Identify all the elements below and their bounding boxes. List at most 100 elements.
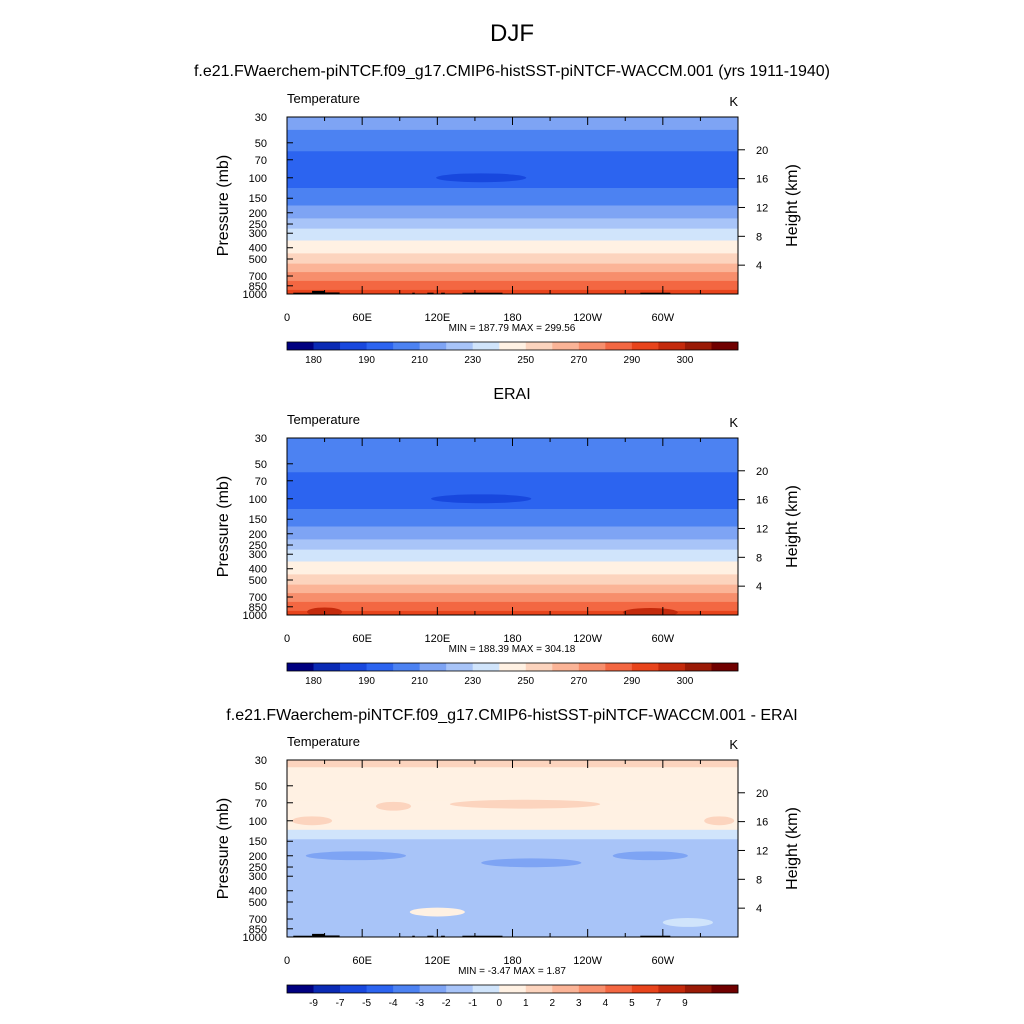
colorbar-swatch bbox=[287, 342, 314, 350]
field-title: Temperature bbox=[287, 412, 360, 427]
x-tick-label: 120W bbox=[573, 312, 602, 324]
colorbar-swatch bbox=[552, 342, 580, 350]
colorbar-swatch bbox=[684, 663, 712, 671]
y2-tick-label: 4 bbox=[756, 903, 762, 915]
colorbar-label: 190 bbox=[358, 355, 375, 366]
y-tick-label: 500 bbox=[249, 897, 267, 909]
colorbar-swatch bbox=[446, 663, 474, 671]
colorbar-label: -5 bbox=[362, 998, 371, 1009]
y-tick-label: 30 bbox=[255, 755, 267, 767]
y-tick-label: 1000 bbox=[243, 289, 267, 301]
y-tick-label: 200 bbox=[249, 208, 267, 220]
colorbar-frame bbox=[286, 984, 739, 994]
colorbar-frame bbox=[286, 341, 739, 351]
colorbar-swatch bbox=[578, 342, 606, 350]
colorbar-label: 270 bbox=[570, 676, 587, 687]
y-tick-label: 250 bbox=[249, 219, 267, 231]
contour-band bbox=[287, 549, 738, 563]
x-tick-label: 120E bbox=[424, 955, 450, 967]
colorbar-label: 250 bbox=[517, 355, 534, 366]
y2-tick-label: 8 bbox=[756, 874, 762, 886]
colorbar-swatch bbox=[472, 342, 500, 350]
y-tick-label: 300 bbox=[249, 228, 267, 240]
x-tick-label: 180 bbox=[503, 633, 521, 645]
contour-band bbox=[287, 129, 738, 152]
y-tick-label: 250 bbox=[249, 862, 267, 874]
topography-mask bbox=[640, 935, 671, 937]
y-tick-label: 30 bbox=[255, 112, 267, 124]
colorbar-swatch bbox=[658, 663, 686, 671]
colorbar-label: -9 bbox=[309, 998, 318, 1009]
contour-band bbox=[287, 910, 738, 929]
colorbar-swatch bbox=[393, 342, 421, 350]
y2-tick-label: 12 bbox=[756, 845, 768, 857]
contour-feature bbox=[612, 851, 688, 861]
colorbar-label: 290 bbox=[624, 676, 641, 687]
x-tick-label: 120E bbox=[424, 633, 450, 645]
topography-mask bbox=[324, 935, 340, 937]
colorbar-swatch bbox=[631, 663, 659, 671]
colorbar-swatch bbox=[525, 663, 553, 671]
colorbar-label: 4 bbox=[603, 998, 609, 1009]
colorbar-label: 290 bbox=[624, 355, 641, 366]
topography-mask bbox=[312, 290, 325, 294]
colorbar-label: 0 bbox=[496, 998, 502, 1009]
y-axis-title: Pressure (mb) bbox=[215, 155, 232, 256]
contour-band bbox=[287, 593, 738, 603]
colorbar-swatch bbox=[472, 663, 500, 671]
y-tick-label: 250 bbox=[249, 540, 267, 552]
contour-feature bbox=[704, 816, 735, 826]
y-tick-label: 150 bbox=[249, 193, 267, 205]
contour-band bbox=[287, 253, 738, 265]
colorbar-swatch bbox=[419, 663, 447, 671]
y-tick-label: 100 bbox=[249, 816, 267, 828]
colorbar-label: 9 bbox=[682, 998, 688, 1009]
colorbar-label: 3 bbox=[576, 998, 582, 1009]
y2-axis-title: Height (km) bbox=[784, 485, 801, 568]
y2-tick-label: 12 bbox=[756, 523, 768, 535]
y2-tick-label: 16 bbox=[756, 174, 768, 186]
units-label: K bbox=[729, 94, 738, 109]
panel-1-title: f.e21.FWaerchem-piNTCF.f09_g17.CMIP6-his… bbox=[193, 63, 831, 80]
y2-tick-label: 4 bbox=[756, 581, 762, 593]
contour-band bbox=[287, 601, 738, 612]
y2-tick-label: 20 bbox=[756, 145, 768, 157]
colorbar: 180 190 210 230 250 270 290 300 bbox=[286, 341, 739, 366]
topography-mask bbox=[412, 292, 415, 294]
colorbar-swatch bbox=[340, 663, 367, 671]
colorbar: -9 -7 -5 -4 -3 -2 -1 0 1 2 3 4 5 7 9 bbox=[286, 984, 739, 1009]
colorbar-swatch bbox=[419, 342, 447, 350]
y-tick-label: 200 bbox=[249, 851, 267, 863]
contour-band bbox=[287, 263, 738, 273]
x-tick-label: 60W bbox=[652, 312, 675, 324]
y2-tick-label: 12 bbox=[756, 202, 768, 214]
colorbar-swatch bbox=[366, 342, 394, 350]
colorbar-swatch bbox=[313, 985, 341, 993]
y-tick-label: 50 bbox=[255, 138, 267, 150]
colorbar-label: 2 bbox=[550, 998, 556, 1009]
x-tick-label: 120W bbox=[573, 633, 602, 645]
contour-band bbox=[287, 561, 738, 575]
contour-band bbox=[287, 188, 738, 207]
colorbar-label: -4 bbox=[389, 998, 398, 1009]
colorbar-swatch bbox=[366, 663, 394, 671]
y-tick-label: 50 bbox=[255, 781, 267, 793]
y-tick-label: 100 bbox=[249, 173, 267, 185]
contour-field bbox=[287, 438, 738, 615]
y2-tick-label: 16 bbox=[756, 495, 768, 507]
y-tick-label: 100 bbox=[249, 494, 267, 506]
y-tick-label: 300 bbox=[249, 549, 267, 561]
y-tick-label: 150 bbox=[249, 836, 267, 848]
colorbar-swatch bbox=[711, 663, 739, 671]
colorbar-swatch bbox=[605, 663, 633, 671]
contour-feature bbox=[409, 907, 465, 917]
topography-mask bbox=[462, 292, 503, 294]
x-tick-label: 0 bbox=[284, 633, 290, 645]
contour-feature bbox=[481, 858, 582, 868]
colorbar-label: 1 bbox=[523, 998, 529, 1009]
colorbar-swatch bbox=[340, 985, 367, 993]
colorbar-swatch bbox=[525, 985, 553, 993]
page-title: DJF bbox=[490, 20, 534, 47]
